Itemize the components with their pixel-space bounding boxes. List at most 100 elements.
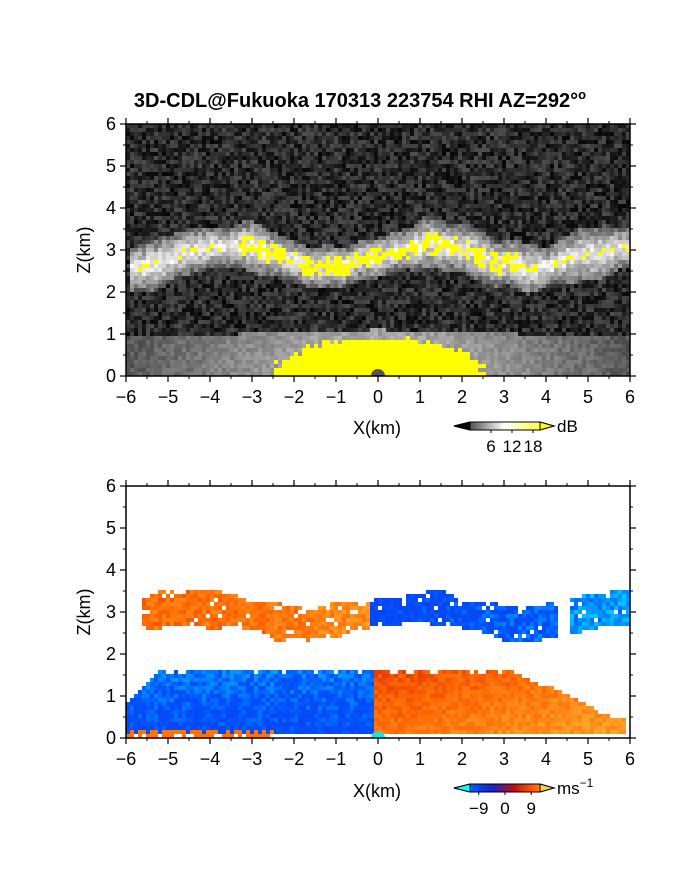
heatmap-cell (138, 232, 142, 236)
heatmap-cell (350, 184, 354, 188)
heatmap-cell (170, 172, 174, 176)
heatmap-cell (306, 132, 310, 136)
heatmap-cell (566, 208, 570, 212)
heatmap-cell (574, 200, 578, 204)
heatmap-cell (310, 240, 314, 244)
heatmap-cell (186, 276, 190, 280)
heatmap-cell (358, 140, 362, 144)
heatmap-cell (322, 124, 326, 128)
heatmap-cell (498, 144, 502, 148)
heatmap-cell (554, 136, 558, 140)
heatmap-cell (334, 240, 338, 244)
heatmap-cell (414, 128, 418, 132)
heatmap-cell (226, 172, 230, 176)
heatmap-cell (294, 148, 298, 152)
heatmap-cell (162, 124, 166, 128)
heatmap-cell (574, 148, 578, 152)
heatmap-cell (298, 248, 302, 252)
heatmap-cell (542, 188, 546, 192)
heatmap-cell (270, 176, 274, 180)
heatmap-cell (290, 184, 294, 188)
heatmap-cell (394, 152, 398, 156)
heatmap-cell (574, 224, 578, 228)
heatmap-cell (198, 224, 202, 228)
heatmap-cell (626, 204, 630, 208)
heatmap-cell (330, 252, 334, 256)
heatmap-cell (546, 236, 550, 240)
heatmap-cell (146, 256, 150, 260)
heatmap-cell (598, 196, 602, 200)
heatmap-cell (242, 204, 246, 208)
heatmap-cell (142, 164, 146, 168)
heatmap-cell (558, 156, 562, 160)
heatmap-cell (442, 168, 446, 172)
heatmap-cell (366, 140, 370, 144)
heatmap-cell (594, 240, 598, 244)
heatmap-cell (498, 140, 502, 144)
heatmap-cell (282, 224, 286, 228)
heatmap-cell (502, 208, 506, 212)
heatmap-cell (354, 128, 358, 132)
heatmap-cell (262, 220, 266, 224)
heatmap-cell (590, 188, 594, 192)
heatmap-cell (134, 124, 138, 128)
heatmap-cell (182, 248, 186, 252)
heatmap-cell (546, 252, 550, 256)
heatmap-cell (314, 228, 318, 232)
heatmap-cell (490, 272, 494, 276)
heatmap-cell (238, 192, 242, 196)
heatmap-cell (250, 160, 254, 164)
heatmap-cell (558, 220, 562, 224)
heatmap-cell (262, 184, 266, 188)
heatmap-cell (274, 144, 278, 148)
heatmap-cell (326, 152, 330, 156)
heatmap-cell (190, 280, 194, 284)
heatmap-cell (250, 188, 254, 192)
heatmap-cell (246, 136, 250, 140)
heatmap-cell (310, 192, 314, 196)
heatmap-cell (426, 140, 430, 144)
heatmap-cell (358, 176, 362, 180)
heatmap-cell (566, 276, 570, 280)
heatmap-cell (298, 240, 302, 244)
heatmap-cell (170, 216, 174, 220)
heatmap-cell (478, 212, 482, 216)
heatmap-cell (410, 184, 414, 188)
heatmap-cell (606, 204, 610, 208)
heatmap-cell (346, 264, 350, 268)
heatmap-cell (290, 128, 294, 132)
heatmap-cell (330, 272, 334, 276)
heatmap-cell (570, 176, 574, 180)
heatmap-cell (130, 224, 134, 228)
heatmap-cell (402, 204, 406, 208)
heatmap-cell (170, 200, 174, 204)
heatmap-cell (538, 188, 542, 192)
heatmap-cell (414, 224, 418, 228)
heatmap-cell (326, 148, 330, 152)
heatmap-cell (490, 248, 494, 252)
heatmap-cell (186, 244, 190, 248)
heatmap-cell (534, 240, 538, 244)
heatmap-cell (206, 204, 210, 208)
heatmap-cell (158, 164, 162, 168)
heatmap-cell (458, 136, 462, 140)
heatmap-cell (450, 228, 454, 232)
heatmap-cell (378, 204, 382, 208)
heatmap-cell (534, 176, 538, 180)
heatmap-cell (414, 160, 418, 164)
heatmap-cell (422, 128, 426, 132)
heatmap-cell (338, 144, 342, 148)
heatmap-cell (234, 280, 238, 284)
heatmap-cell (202, 248, 206, 252)
heatmap-cell (338, 276, 342, 280)
heatmap-cell (402, 208, 406, 212)
heatmap-cell (374, 148, 378, 152)
heatmap-cell (494, 268, 498, 272)
heatmap-cell (222, 148, 226, 152)
heatmap-cell (454, 244, 458, 248)
heatmap-cell (430, 136, 434, 140)
heatmap-cell (246, 200, 250, 204)
heatmap-cell (370, 144, 374, 148)
heatmap-cell (290, 200, 294, 204)
heatmap-cell (206, 260, 210, 264)
